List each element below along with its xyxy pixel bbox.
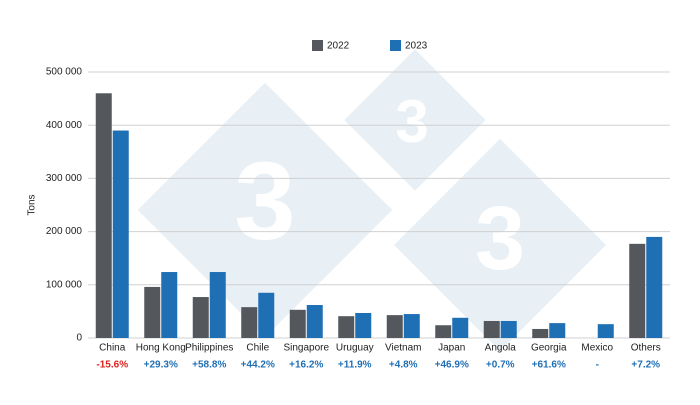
x-tick-label: Mexico (581, 343, 613, 354)
bar (532, 328, 549, 338)
y-tick-label: 0 (76, 333, 82, 344)
bar (258, 292, 275, 338)
change-label: +46.9% (435, 360, 469, 371)
bar (386, 315, 403, 338)
bar (549, 323, 566, 338)
x-tick-label: Vietnam (385, 343, 422, 354)
watermark-text: 3 (234, 140, 295, 263)
bar (629, 243, 646, 338)
change-label: +16.2% (289, 360, 323, 371)
bar (112, 130, 129, 338)
x-tick-label: Philippines (185, 343, 233, 354)
change-label: +0.7% (486, 360, 515, 371)
y-tick-label: 400 000 (46, 120, 83, 131)
bar (435, 325, 452, 338)
bar (338, 316, 355, 338)
legend-label: 2023 (405, 41, 428, 52)
bar (289, 309, 306, 338)
bar (403, 314, 420, 338)
legend-swatch (390, 40, 401, 51)
change-label: - (596, 360, 599, 371)
y-tick-label: 100 000 (46, 279, 83, 290)
legend-swatch (312, 40, 323, 51)
x-tick-label: Singapore (283, 343, 329, 354)
change-label: +44.2% (241, 360, 275, 371)
change-label: +61.6% (532, 360, 566, 371)
change-label: +29.3% (144, 360, 178, 371)
y-tick-label: 500 000 (46, 67, 83, 78)
x-tick-label: Georgia (531, 343, 567, 354)
change-label: +4.8% (389, 360, 418, 371)
bar (192, 297, 209, 338)
change-label: +7.2% (631, 360, 660, 371)
bar (306, 305, 323, 338)
bar (209, 272, 226, 338)
x-tick-label: Hong Kong (136, 343, 186, 354)
y-tick-label: 300 000 (46, 173, 83, 184)
bar (452, 317, 469, 338)
bar (161, 272, 178, 338)
watermark-text: 3 (395, 88, 428, 155)
x-tick-label: Others (631, 343, 661, 354)
x-tick-label: China (99, 343, 126, 354)
watermark-text: 3 (475, 189, 525, 289)
y-axis-label: Tons (27, 194, 38, 215)
bar (241, 307, 258, 338)
x-tick-label: Angola (485, 343, 517, 354)
bar (500, 320, 517, 338)
bar (646, 236, 663, 338)
x-tick-label: Japan (438, 343, 465, 354)
change-label: -15.6% (96, 360, 128, 371)
legend-label: 2022 (327, 41, 350, 52)
bar (144, 286, 161, 338)
y-tick-label: 200 000 (46, 226, 83, 237)
bar (95, 93, 112, 338)
x-tick-label: Uruguay (336, 343, 374, 354)
x-tick-label: Chile (246, 343, 269, 354)
change-label: +58.8% (192, 360, 226, 371)
bar (483, 320, 500, 338)
bar (597, 324, 614, 338)
change-label: +11.9% (338, 360, 372, 371)
bar (355, 312, 372, 338)
